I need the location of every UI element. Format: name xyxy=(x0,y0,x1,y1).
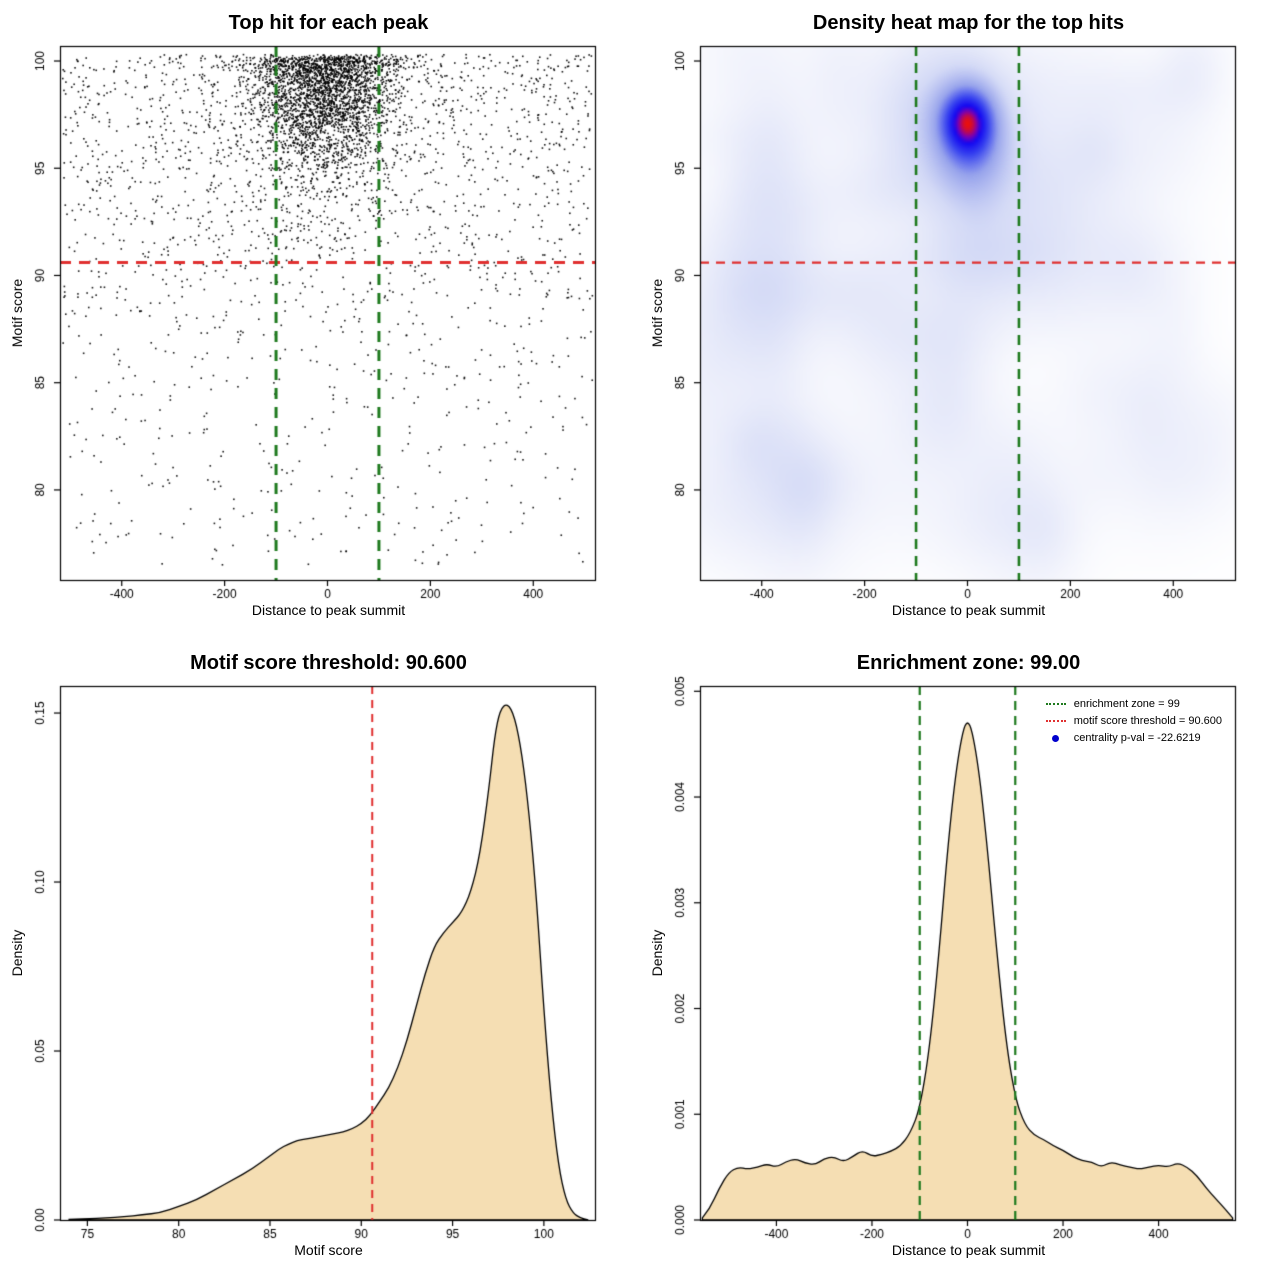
legend-entry-enrichment-zone: enrichment zone = 99 xyxy=(1045,698,1222,710)
panel-enrichment-zone-density: Enrichment zone: 99.00 Distance to peak … xyxy=(640,640,1280,1280)
y-axis-label: Motif score xyxy=(9,278,25,348)
panel-density-heatmap: Density heat map for the top hits Distan… xyxy=(640,0,1280,640)
chart-title: Motif score threshold: 90.600 xyxy=(190,652,467,674)
scatter-plot-canvas xyxy=(0,0,640,640)
legend-label: centrality p-val = -22.6219 xyxy=(1073,732,1201,744)
chart-title: Top hit for each peak xyxy=(228,12,429,34)
legend-label: enrichment zone = 99 xyxy=(1073,698,1180,710)
density-plot-canvas xyxy=(640,640,1280,1280)
legend-entry-centrality-pval: centrality p-val = -22.6219 xyxy=(1046,732,1222,744)
x-axis-label: Motif score xyxy=(294,1242,363,1258)
plot-legend: enrichment zone = 99 motif score thresho… xyxy=(1038,692,1230,750)
x-axis-label: Distance to peak summit xyxy=(251,602,406,618)
y-axis-label: Density xyxy=(9,929,25,977)
chart-title: Enrichment zone: 99.00 xyxy=(856,652,1081,674)
x-axis-label: Distance to peak summit xyxy=(891,602,1046,618)
y-axis-label: Motif score xyxy=(649,278,665,348)
chart-title: Density heat map for the top hits xyxy=(812,12,1125,34)
density-plot-canvas xyxy=(0,640,640,1280)
x-axis-label: Distance to peak summit xyxy=(891,1242,1046,1258)
y-axis-label: Density xyxy=(649,929,665,977)
panel-top-hit-scatter: Top hit for each peak Distance to peak s… xyxy=(0,0,640,640)
legend-entry-motif-threshold: motif score threshold = 90.600 xyxy=(1045,715,1222,727)
panel-motif-score-density: Motif score threshold: 90.600 Motif scor… xyxy=(0,640,640,1280)
heatmap-canvas xyxy=(640,0,1280,640)
red-dotted-line-icon xyxy=(1045,720,1066,722)
green-dotted-line-icon xyxy=(1045,703,1066,705)
blue-dot-icon xyxy=(1051,734,1059,742)
legend-label: motif score threshold = 90.600 xyxy=(1073,715,1222,727)
